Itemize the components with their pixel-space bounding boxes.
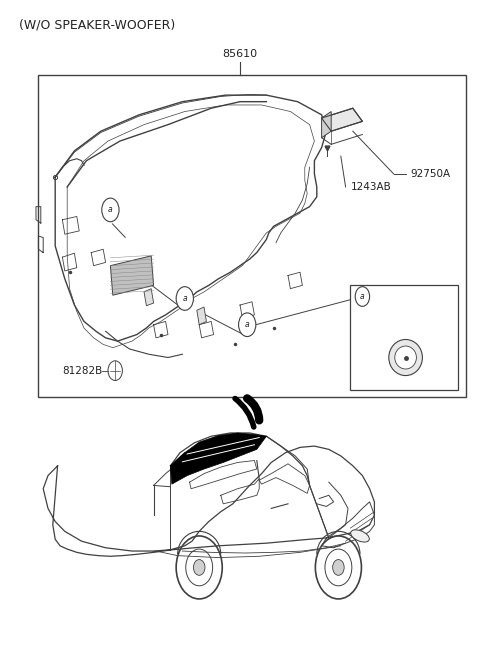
Text: 92750A: 92750A [410,169,451,179]
Text: a: a [245,320,250,329]
Polygon shape [110,256,154,295]
Text: a: a [360,292,365,301]
Circle shape [333,560,344,575]
Circle shape [193,560,205,575]
Polygon shape [197,307,206,325]
Polygon shape [144,289,154,306]
Bar [38,75,466,397]
Polygon shape [170,433,266,484]
Polygon shape [322,108,362,131]
Text: 85610: 85610 [222,49,258,59]
Circle shape [239,313,256,337]
Text: 89855B: 89855B [384,291,424,302]
Text: (W/O SPEAKER-WOOFER): (W/O SPEAKER-WOOFER) [19,18,176,31]
Ellipse shape [395,346,416,369]
Ellipse shape [351,530,369,542]
FancyArrowPatch shape [247,398,259,420]
Bar [350,285,458,390]
Ellipse shape [389,339,422,375]
Text: 81282B: 81282B [62,365,103,376]
Text: 1243AB: 1243AB [350,182,391,192]
Polygon shape [322,112,331,138]
Text: a: a [108,205,113,215]
Circle shape [102,198,119,222]
Circle shape [355,287,370,306]
Circle shape [176,287,193,310]
Text: a: a [182,294,187,303]
